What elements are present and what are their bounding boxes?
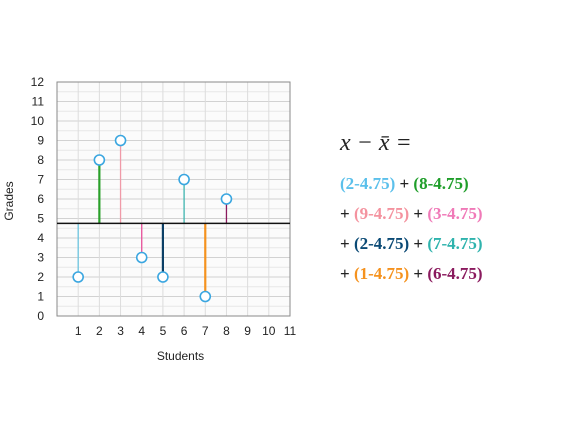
y-tick-label: 10 (31, 114, 45, 128)
formula-term: (3-4.75) (427, 204, 483, 223)
formula-operator: + (340, 234, 354, 253)
data-point (220, 193, 233, 205)
data-point (114, 134, 127, 147)
plot-frame (56, 81, 291, 317)
y-tick-label: 0 (37, 309, 44, 323)
formula-operator: + (409, 264, 428, 283)
x-tick-label: 2 (96, 324, 103, 338)
x-tick-label: 7 (202, 324, 209, 338)
y-tick-label: 11 (32, 95, 45, 109)
formula-term: (8-4.75) (413, 174, 469, 193)
x-tick-label: 8 (223, 324, 230, 338)
formula-operator: + (395, 174, 414, 193)
formula-operator: + (340, 204, 354, 223)
y-tick-label: 5 (37, 212, 44, 226)
data-point (135, 251, 148, 264)
formula-lines: (2-4.75) + (8-4.75) + (9-4.75) + (3-4.75)… (340, 169, 570, 289)
formula-term: (1-4.75) (353, 264, 410, 283)
x-tick-label: 4 (138, 324, 145, 338)
formula-term: (7-4.75) (427, 234, 483, 253)
formula-operator: + (409, 234, 428, 253)
y-tick-label: 9 (37, 134, 44, 148)
formula-line: (2-4.75) + (8-4.75) (340, 169, 570, 199)
data-point (72, 271, 84, 283)
formula-line: + (2-4.75) + (7-4.75) (340, 229, 570, 259)
formula-line: + (9-4.75) + (3-4.75) (340, 199, 570, 229)
y-tick-label: 2 (37, 270, 44, 284)
deviation-formula: x − x̄ = (2-4.75) + (8-4.75) + (9-4.75) +… (340, 130, 570, 289)
x-tick-label: 10 (262, 324, 276, 338)
data-point (178, 173, 190, 186)
x-tick-label: 11 (284, 324, 297, 338)
x-tick-label: 6 (181, 324, 188, 338)
y-axis-title: Grades (2, 181, 16, 220)
x-tick-label: 5 (160, 324, 167, 338)
x-axis-title: Students (157, 349, 204, 363)
formula-term: (2-4.75) (353, 234, 410, 253)
formula-term: (6-4.75) (427, 264, 483, 283)
y-tick-label: 4 (37, 231, 44, 245)
formula-term: (9-4.75) (353, 204, 410, 223)
data-point (157, 271, 169, 283)
formula-operator: + (340, 264, 354, 283)
y-tick-label: 3 (37, 251, 44, 265)
formula-lhs: x − x̄ = (340, 130, 412, 156)
y-tick-label: 6 (37, 192, 44, 206)
formula-term: (2-4.75) (340, 174, 396, 193)
x-tick-label: 1 (75, 324, 82, 338)
y-tick-label: 1 (37, 290, 44, 304)
data-point (199, 290, 212, 303)
data-point (93, 154, 106, 166)
formula-line: + (1-4.75) + (6-4.75) (340, 259, 570, 289)
y-tick-label: 8 (37, 153, 44, 167)
formula-operator: + (409, 204, 428, 223)
x-tick-label: 9 (244, 324, 251, 338)
y-tick-label: 12 (31, 75, 45, 89)
x-tick-label: 3 (117, 324, 124, 338)
y-tick-label: 7 (37, 173, 44, 187)
